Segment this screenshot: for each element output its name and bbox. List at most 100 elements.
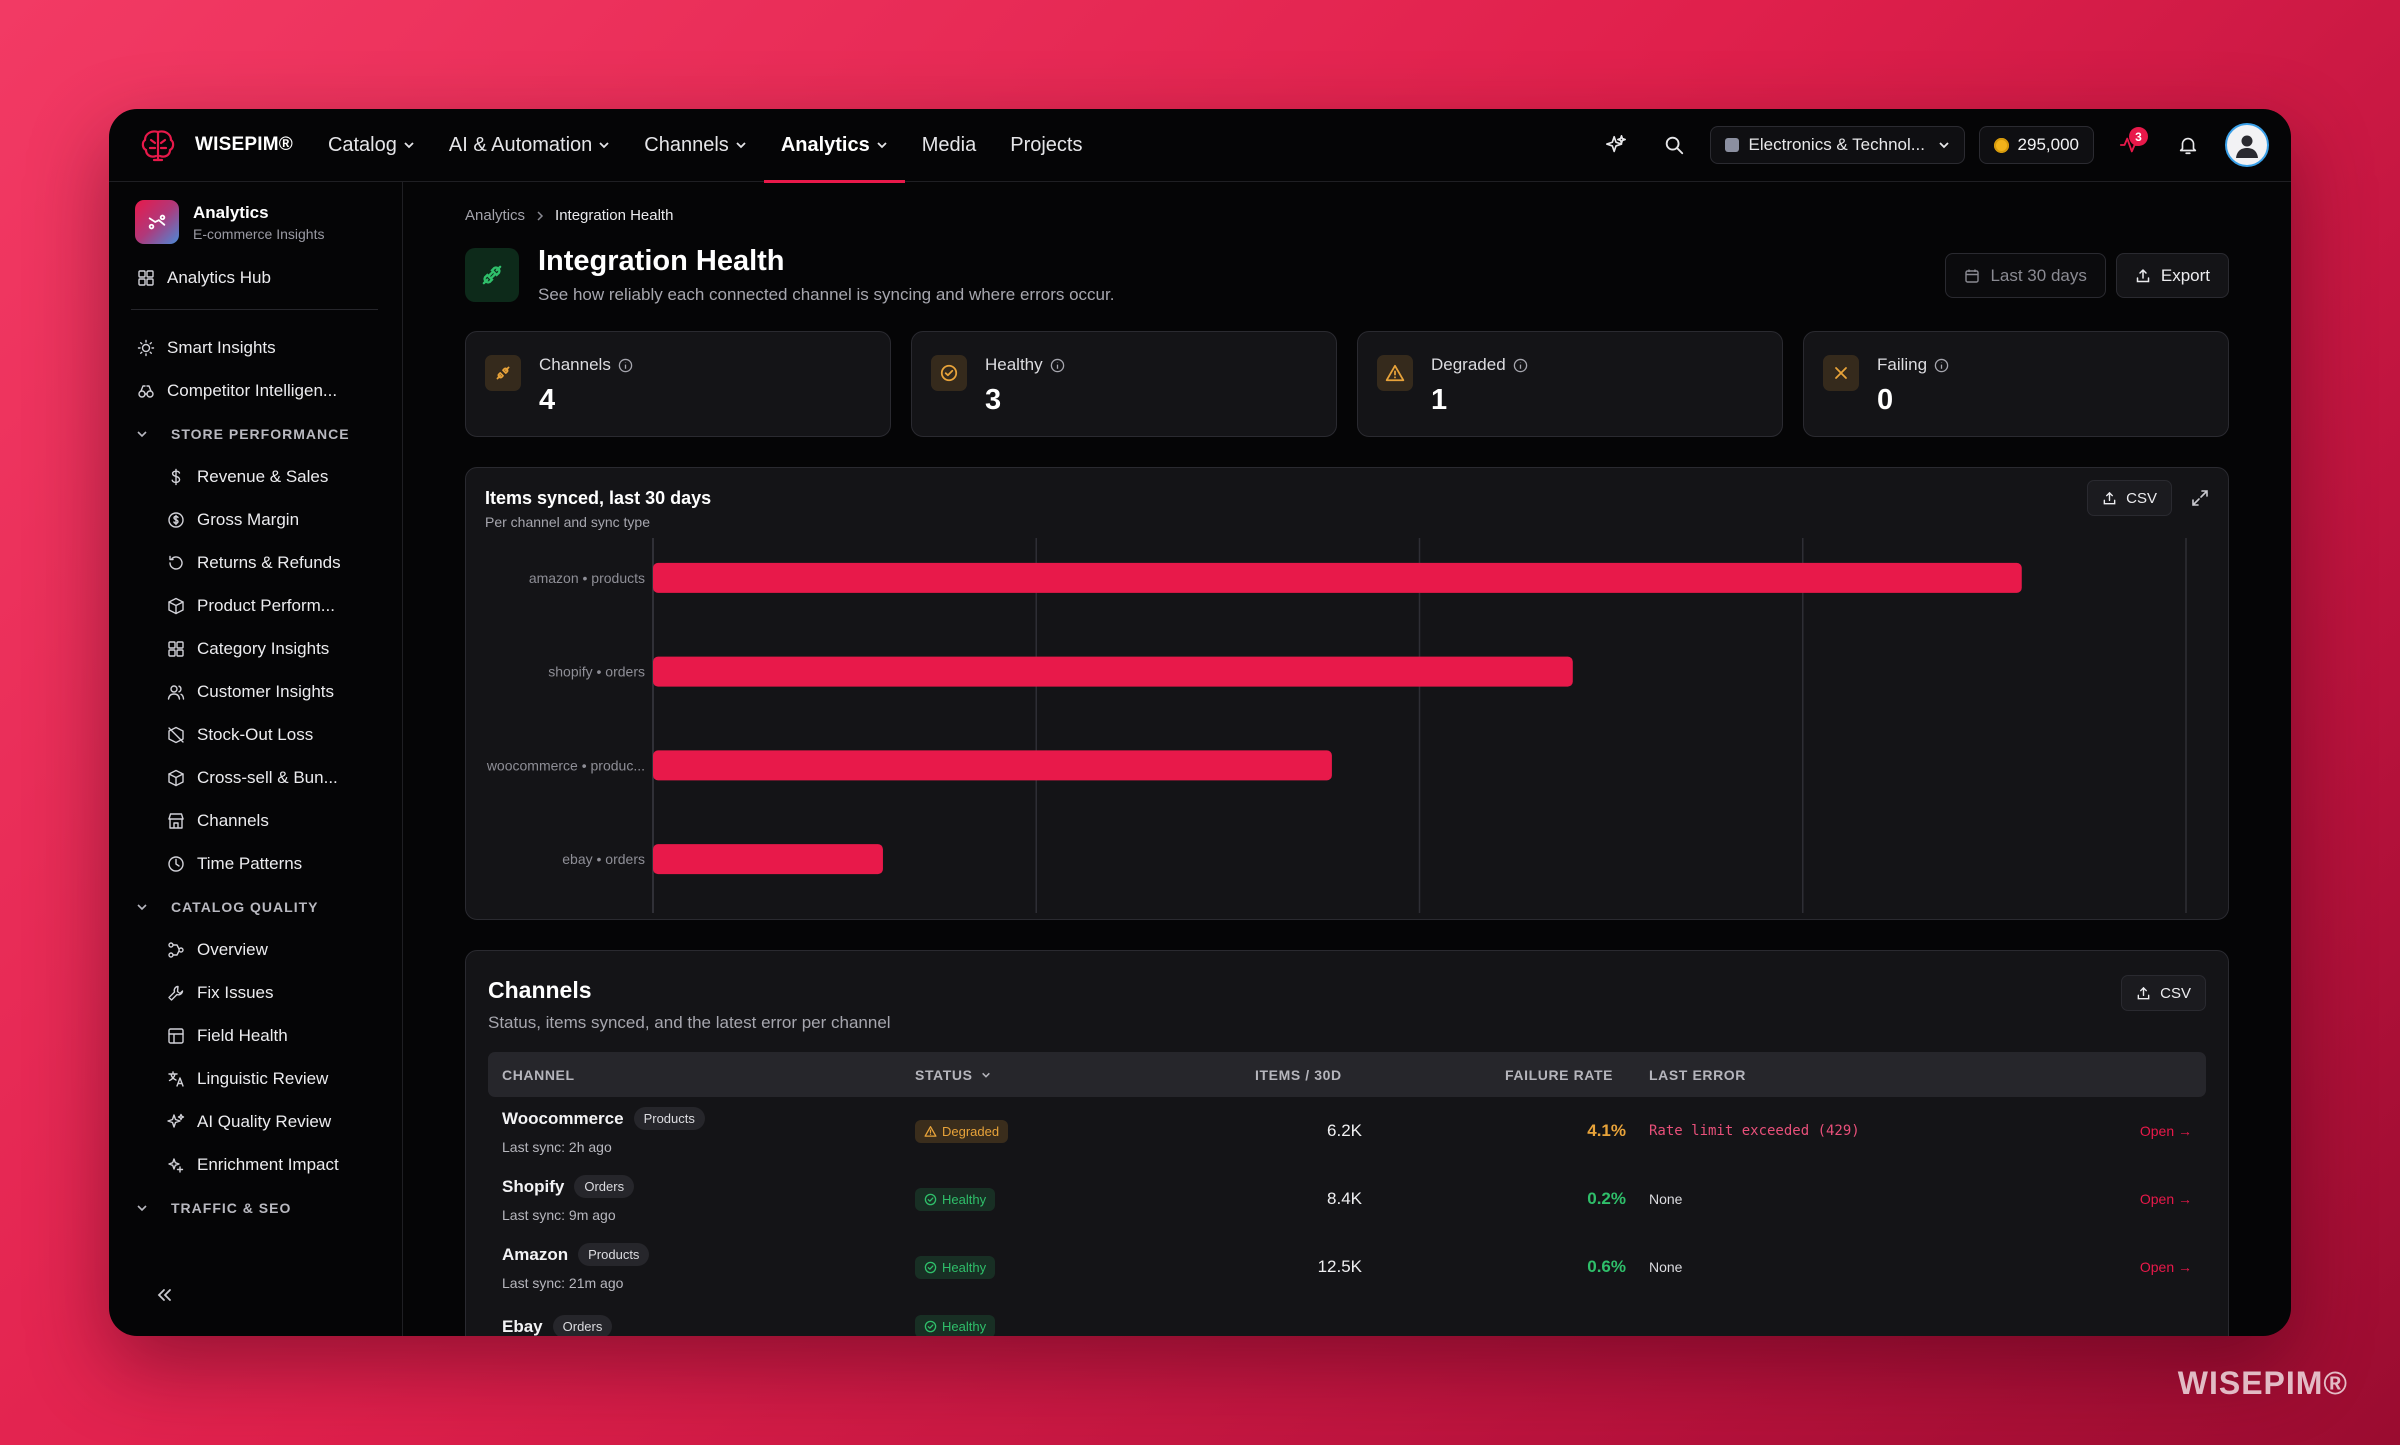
user-avatar[interactable] bbox=[2225, 123, 2269, 167]
breadcrumb-analytics[interactable]: Analytics bbox=[465, 207, 526, 224]
sidebar-item-linguistic-review[interactable]: Linguistic Review bbox=[109, 1057, 402, 1100]
nav-media[interactable]: Media bbox=[905, 109, 993, 182]
open-channel-link[interactable]: Open → bbox=[2139, 1123, 2192, 1139]
table-row[interactable]: Woocommerce Products Last sync: 2h ago Degr… bbox=[488, 1097, 2206, 1165]
sync-type-pill: Products bbox=[633, 1107, 705, 1130]
info-icon[interactable] bbox=[1934, 358, 1949, 373]
info-icon[interactable] bbox=[618, 358, 633, 373]
check-circle-icon bbox=[924, 1193, 937, 1205]
sidebar-subtitle: E-commerce Insights bbox=[193, 225, 325, 242]
sidebar-item-label: Product Perform... bbox=[197, 595, 335, 615]
col-items[interactable]: ITEMS / 30D bbox=[1255, 1066, 1342, 1083]
section-label: STORE PERFORMANCE bbox=[171, 425, 350, 442]
chart-bar[interactable] bbox=[653, 562, 2022, 593]
chart-bar[interactable] bbox=[653, 750, 1332, 781]
sidebar-item-time-patterns[interactable]: Time Patterns bbox=[109, 842, 402, 885]
sidebar-item-fix-issues[interactable]: Fix Issues bbox=[109, 971, 402, 1014]
status-badge: Degraded bbox=[915, 1119, 1009, 1143]
sidebar-item-channels[interactable]: Channels bbox=[109, 799, 402, 842]
chart-category-label: shopify • orders bbox=[548, 664, 645, 680]
sidebar-item-cross-sell-bun[interactable]: Cross-sell & Bun... bbox=[109, 756, 402, 799]
table-row[interactable]: Shopify Orders Last sync: 9m ago Healthy 8.4… bbox=[488, 1165, 2206, 1233]
open-channel-link[interactable]: Open → bbox=[2139, 1259, 2192, 1275]
credits-balance[interactable]: 295,000 bbox=[1978, 126, 2094, 164]
sidebar-section-traffic-seo[interactable]: TRAFFIC & SEO bbox=[109, 1186, 402, 1229]
export-button[interactable]: Export bbox=[2115, 253, 2229, 298]
channel-name-text: Amazon bbox=[502, 1244, 569, 1264]
warning-icon bbox=[1385, 364, 1405, 382]
top-navigation: WISEPIM® Catalog AI & Automation Channels A… bbox=[109, 109, 2291, 183]
nav-analytics[interactable]: Analytics bbox=[763, 109, 905, 183]
status-text: Healthy bbox=[942, 1259, 987, 1275]
last-error: None bbox=[1649, 1191, 1683, 1207]
stat-value: 0 bbox=[1877, 384, 1894, 416]
channel-name: Woocommerce Products bbox=[502, 1107, 705, 1130]
nav-actions: Electronics & Technol... 295,000 3 bbox=[1587, 123, 2269, 167]
store-selector[interactable]: Electronics & Technol... bbox=[1709, 126, 1965, 164]
table-row[interactable]: Amazon Products Last sync: 21m ago Healthy 1… bbox=[488, 1233, 2206, 1301]
nav-label: Projects bbox=[1010, 133, 1083, 156]
open-channel-link[interactable]: Open → bbox=[2139, 1191, 2192, 1207]
sidebar-item-field-health[interactable]: Field Health bbox=[109, 1014, 402, 1057]
brand[interactable]: WISEPIM® bbox=[137, 124, 293, 166]
watermark: WISEPIM® bbox=[2177, 1365, 2348, 1401]
ai-sparkle-button[interactable] bbox=[1596, 125, 1636, 165]
col-failure-rate[interactable]: FAILURE RATE bbox=[1505, 1066, 1614, 1083]
sidebar-item-label: AI Quality Review bbox=[197, 1111, 332, 1131]
notifications-button[interactable] bbox=[2168, 125, 2208, 165]
sidebar-item-category-insights[interactable]: Category Insights bbox=[109, 627, 402, 670]
sidebar-item-returns-refunds[interactable]: Returns & Refunds bbox=[109, 541, 402, 584]
sparkles-plus-icon bbox=[168, 1157, 184, 1173]
chevron-down-icon bbox=[736, 142, 746, 149]
nav-channels[interactable]: Channels bbox=[627, 109, 764, 182]
info-icon[interactable] bbox=[1513, 358, 1528, 373]
sidebar-item-label: Gross Margin bbox=[197, 509, 300, 529]
sidebar-item-competitor-intelligen[interactable]: Competitor Intelligen... bbox=[109, 369, 402, 412]
sidebar-item-smart-insights[interactable]: Smart Insights bbox=[109, 326, 402, 369]
package-icon bbox=[168, 597, 184, 614]
expand-icon[interactable] bbox=[2190, 488, 2210, 508]
sidebar-item-ai-quality-review[interactable]: AI Quality Review bbox=[109, 1100, 402, 1143]
sidebar-item-product-perform[interactable]: Product Perform... bbox=[109, 584, 402, 627]
chart-bar[interactable] bbox=[653, 844, 883, 875]
info-icon[interactable] bbox=[1050, 358, 1065, 373]
collapse-sidebar-icon[interactable] bbox=[153, 1284, 175, 1306]
activity-button[interactable]: 3 bbox=[2110, 125, 2150, 165]
sidebar-item-revenue-sales[interactable]: Revenue & Sales bbox=[109, 455, 402, 498]
sidebar-section-store-performance[interactable]: STORE PERFORMANCE bbox=[109, 412, 402, 455]
sidebar-item-customer-insights[interactable]: Customer Insights bbox=[109, 670, 402, 713]
date-range-button[interactable]: Last 30 days bbox=[1945, 253, 2106, 298]
col-channel[interactable]: CHANNEL bbox=[502, 1066, 575, 1083]
chart-csv-button[interactable]: CSV bbox=[2087, 480, 2172, 516]
nav-ai-automation[interactable]: AI & Automation bbox=[432, 109, 627, 182]
nav-projects[interactable]: Projects bbox=[993, 109, 1099, 182]
sidebar-item-label: Stock-Out Loss bbox=[197, 724, 314, 744]
nav-catalog[interactable]: Catalog bbox=[311, 109, 432, 182]
chevron-down-icon bbox=[981, 1072, 990, 1078]
chevron-down-icon bbox=[1938, 142, 1949, 149]
credits-value: 295,000 bbox=[2017, 135, 2079, 154]
status-text: Degraded bbox=[942, 1123, 1000, 1139]
check-circle-icon bbox=[924, 1261, 937, 1273]
refresh-icon bbox=[169, 555, 183, 570]
search-button[interactable] bbox=[1654, 125, 1694, 165]
sidebar-item-enrichment-impact[interactable]: Enrichment Impact bbox=[109, 1143, 402, 1186]
upload-icon bbox=[2136, 268, 2150, 282]
items-synced-chart-card: Items synced, last 30 days Per channel a… bbox=[465, 467, 2229, 920]
nav-label: AI & Automation bbox=[448, 133, 593, 156]
main-content: Analytics Integration Health Integration… bbox=[403, 182, 2291, 1336]
sidebar-item-analytics-hub[interactable]: Analytics Hub bbox=[109, 256, 402, 299]
translate-icon bbox=[168, 1070, 184, 1087]
col-status[interactable]: STATUS bbox=[915, 1052, 991, 1097]
sidebar-item-overview[interactable]: Overview bbox=[109, 928, 402, 971]
items-synced: 8.4K bbox=[1327, 1189, 1362, 1208]
sidebar-section-catalog-quality[interactable]: CATALOG QUALITY bbox=[109, 885, 402, 928]
sidebar-item-gross-margin[interactable]: Gross Margin bbox=[109, 498, 402, 541]
chart-bar[interactable] bbox=[653, 656, 1573, 687]
warning-icon bbox=[924, 1125, 937, 1137]
col-last-error[interactable]: LAST ERROR bbox=[1649, 1066, 1746, 1083]
table-row[interactable]: Ebay Orders Healthy bbox=[488, 1301, 2206, 1336]
stat-card-failing: Failing 0 bbox=[1803, 331, 2229, 437]
sidebar-item-stock-out-loss[interactable]: Stock-Out Loss bbox=[109, 713, 402, 756]
table-csv-button[interactable]: CSV bbox=[2121, 975, 2206, 1011]
